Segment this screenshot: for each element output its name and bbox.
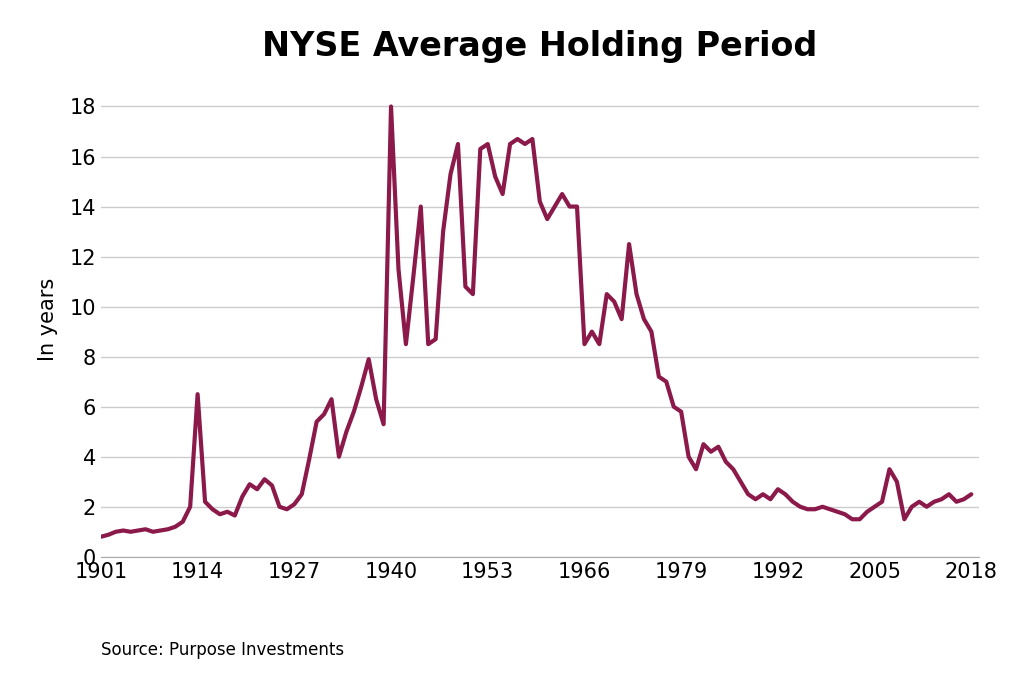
Text: Source: Purpose Investments: Source: Purpose Investments — [101, 640, 344, 659]
Title: NYSE Average Holding Period: NYSE Average Holding Period — [262, 31, 817, 63]
Y-axis label: In years: In years — [38, 278, 59, 361]
